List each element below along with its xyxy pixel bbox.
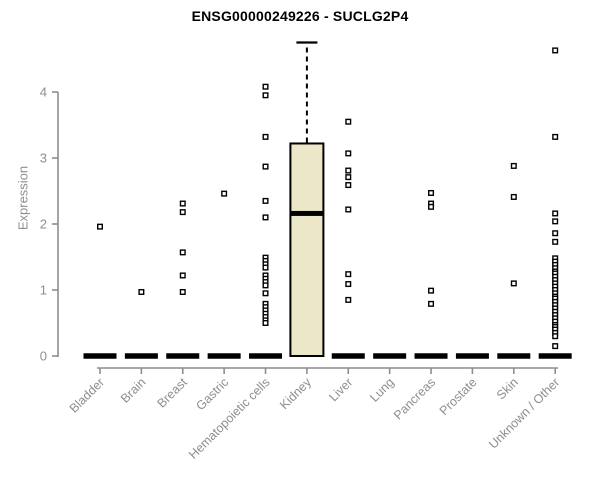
data-point — [179, 200, 186, 207]
data-point — [345, 150, 352, 157]
data-point — [262, 197, 269, 204]
data-point — [552, 218, 559, 225]
data-point — [179, 249, 186, 256]
data-point — [262, 83, 269, 90]
data-point — [345, 167, 352, 174]
x-tick-label: Lung — [367, 375, 397, 405]
zero-box — [497, 353, 531, 359]
chart-title: ENSG00000249226 - SUCLG2P4 — [191, 8, 409, 24]
data-point — [345, 271, 352, 278]
data-point — [510, 280, 517, 287]
data-point — [428, 189, 435, 196]
data-point — [179, 288, 186, 295]
data-point — [262, 264, 269, 271]
data-point — [345, 206, 352, 213]
data-point — [262, 320, 269, 327]
data-point — [138, 288, 145, 295]
zero-box — [373, 353, 407, 359]
data-point — [179, 272, 186, 279]
data-point — [552, 343, 559, 350]
y-tick-label: 4 — [40, 85, 47, 100]
data-point — [428, 203, 435, 210]
data-point — [552, 210, 559, 217]
box — [289, 142, 325, 357]
zero-box — [249, 353, 283, 359]
zero-box — [455, 353, 489, 359]
data-point — [179, 209, 186, 216]
y-tick-label: 2 — [40, 217, 47, 232]
zero-box — [207, 353, 241, 359]
data-point — [262, 214, 269, 221]
data-point — [345, 182, 352, 189]
x-tick-label: Gastric — [193, 375, 231, 413]
data-point — [552, 133, 559, 140]
y-tick-label: 1 — [40, 283, 47, 298]
x-tick-label: Skin — [494, 375, 521, 402]
data-point — [510, 193, 517, 200]
data-point — [428, 300, 435, 307]
data-point — [552, 230, 559, 237]
data-point — [262, 290, 269, 297]
zero-box — [166, 353, 200, 359]
x-tick-label: Kidney — [277, 375, 314, 412]
zero-box — [83, 353, 117, 359]
median-line — [290, 210, 324, 216]
zero-box — [414, 353, 448, 359]
x-tick-label: Brain — [118, 375, 149, 406]
data-point — [428, 287, 435, 294]
data-point — [262, 133, 269, 140]
data-point — [552, 333, 559, 340]
data-point — [221, 190, 228, 197]
x-tick-label: Prostate — [437, 375, 480, 418]
zero-box — [331, 353, 365, 359]
data-point — [345, 281, 352, 288]
x-tick-label: Bladder — [67, 375, 107, 415]
x-tick-label: Unknown / Other — [486, 375, 562, 451]
data-point — [345, 118, 352, 125]
x-tick-label: Liver — [326, 375, 355, 404]
data-point — [552, 238, 559, 245]
y-tick-label: 0 — [40, 349, 47, 364]
data-point — [262, 92, 269, 99]
x-tick-label: Pancreas — [391, 375, 438, 422]
y-tick-label: 3 — [40, 151, 47, 166]
data-point — [262, 163, 269, 170]
data-point — [510, 162, 517, 169]
data-point — [552, 47, 559, 54]
x-tick-label: Breast — [154, 375, 190, 411]
zero-box — [538, 353, 572, 359]
x-tick-label: Hematopoietic cells — [186, 375, 273, 462]
data-point — [345, 296, 352, 303]
data-point — [96, 223, 103, 230]
data-point — [345, 174, 352, 181]
data-point — [262, 282, 269, 289]
zero-box — [124, 353, 158, 359]
